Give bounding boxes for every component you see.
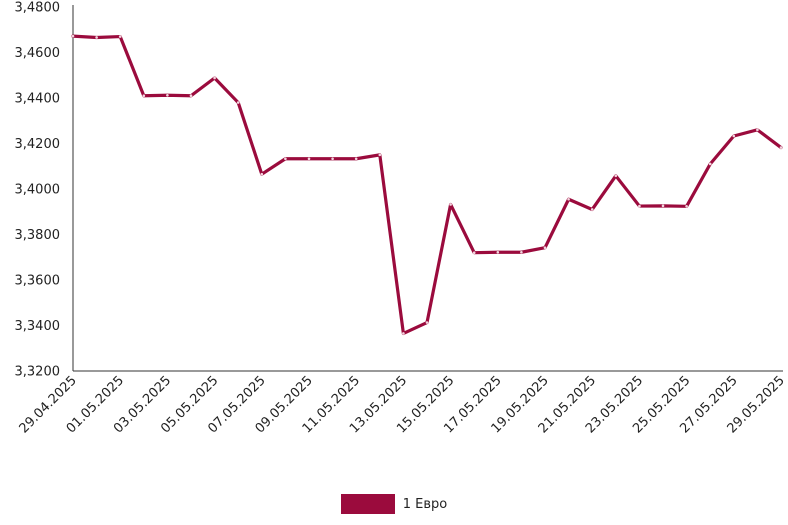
data-point — [260, 172, 264, 176]
data-point — [449, 203, 452, 206]
data-point — [189, 94, 193, 98]
data-point — [331, 157, 334, 161]
data-point — [95, 36, 98, 39]
data-point — [425, 321, 429, 324]
y-tick-label: 3,4600 — [15, 46, 61, 61]
data-point — [354, 157, 358, 161]
data-point — [71, 34, 75, 38]
data-point — [307, 157, 311, 161]
data-point — [685, 204, 688, 208]
data-point — [520, 250, 523, 254]
legend: 1 Евро — [0, 494, 788, 514]
legend-label: 1 Евро — [402, 496, 448, 512]
data-point — [496, 250, 500, 254]
data-point — [756, 128, 759, 132]
y-tick-label: 3,3600 — [15, 274, 61, 289]
data-point — [213, 76, 216, 80]
y-tick-label: 3,4200 — [15, 137, 61, 152]
y-tick-label: 3,3800 — [15, 228, 61, 243]
series-line — [71, 34, 783, 336]
data-point — [166, 93, 169, 97]
data-point — [118, 35, 122, 38]
legend-swatch — [340, 494, 395, 514]
data-point — [472, 251, 476, 254]
y-tick-label: 3,3200 — [15, 365, 61, 380]
data-point — [661, 204, 665, 208]
data-point — [779, 146, 783, 149]
data-point — [142, 94, 146, 98]
data-point — [732, 134, 736, 138]
data-point — [543, 246, 547, 249]
data-point — [236, 101, 240, 104]
data-point — [590, 208, 594, 211]
data-point — [614, 174, 618, 178]
data-point — [567, 197, 570, 201]
data-point — [378, 153, 382, 157]
data-point — [708, 162, 712, 166]
y-tick-label: 3,3400 — [15, 319, 61, 334]
y-tick-label: 3,4800 — [15, 1, 61, 16]
y-tick-label: 3,4000 — [15, 183, 61, 198]
y-tick-label: 3,4400 — [15, 92, 61, 107]
data-point — [402, 332, 405, 335]
data-point — [284, 157, 287, 161]
data-point — [638, 204, 641, 208]
